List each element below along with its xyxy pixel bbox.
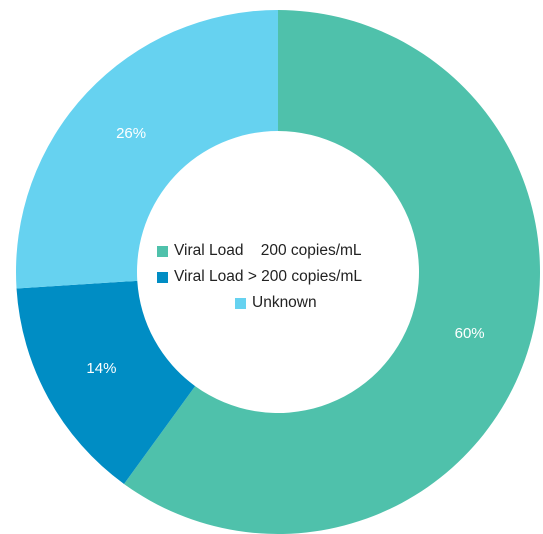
slice-suppressed bbox=[124, 10, 540, 534]
legend-item-suppressed: Viral Load 200 copies/mL bbox=[157, 238, 417, 264]
legend-swatch-unknown bbox=[235, 297, 246, 309]
legend-item-unknown: Unknown bbox=[157, 290, 417, 316]
slice-unknown bbox=[15, 10, 278, 289]
legend-label-suppressed: Viral Load 200 copies/mL bbox=[174, 242, 362, 259]
chart-legend: Viral Load 200 copies/mL Viral Load > 20… bbox=[157, 238, 417, 316]
legend-label-unsuppressed: Viral Load > 200 copies/mL bbox=[174, 268, 362, 285]
slice-label-suppressed: 60% bbox=[455, 325, 485, 342]
legend-swatch-unsuppressed bbox=[157, 271, 168, 283]
legend-item-unsuppressed: Viral Load > 200 copies/mL bbox=[157, 264, 417, 290]
legend-swatch-suppressed bbox=[157, 245, 168, 257]
slice-label-unsuppressed: 14% bbox=[86, 360, 116, 377]
legend-label-unknown: Unknown bbox=[252, 294, 317, 311]
slice-label-unknown: 26% bbox=[116, 125, 146, 142]
slice-unsuppressed bbox=[16, 280, 196, 484]
